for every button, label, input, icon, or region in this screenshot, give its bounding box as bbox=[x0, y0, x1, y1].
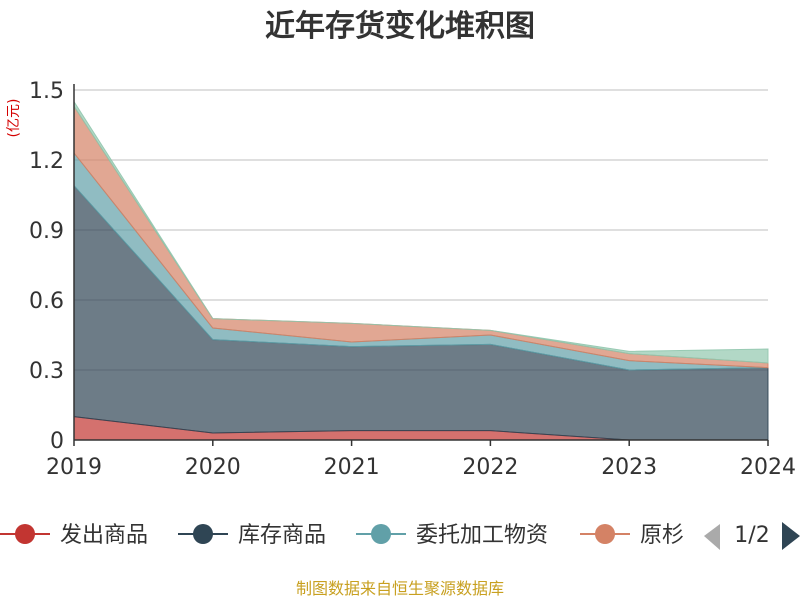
legend-label: 委托加工物资 bbox=[416, 523, 548, 548]
legend-item[interactable]: 发出商品 bbox=[0, 523, 148, 548]
area-5 bbox=[73, 99, 769, 364]
area-2 bbox=[73, 184, 769, 441]
y-tick-label: 1.5 bbox=[29, 79, 64, 104]
x-tick-label: 2022 bbox=[462, 455, 518, 480]
legend: 发出商品 库存商品 委托加工物资 原杉 1/2 bbox=[0, 505, 800, 565]
legend-label: 库存商品 bbox=[238, 523, 326, 548]
axes: 0 0.3 0.6 0.9 1.2 1.5 2019 2020 2021 2022 2023 2024 bbox=[29, 79, 796, 480]
source-note: 制图数据来自恒生聚源数据库 bbox=[296, 579, 504, 598]
x-tick-label: 2024 bbox=[740, 455, 796, 480]
x-tick-label: 2019 bbox=[46, 455, 102, 480]
legend-marker-icon bbox=[193, 524, 213, 544]
x-tick-label: 2020 bbox=[185, 455, 241, 480]
x-tick-label: 2023 bbox=[601, 455, 657, 480]
next-page-icon[interactable] bbox=[782, 522, 800, 550]
legend-item[interactable]: 委托加工物资 bbox=[356, 523, 548, 548]
y-tick-label: 1.2 bbox=[29, 149, 64, 174]
legend-label: 原杉 bbox=[640, 523, 684, 548]
legend-marker-icon bbox=[15, 524, 35, 544]
legend-marker-icon bbox=[371, 524, 391, 544]
legend-label: 发出商品 bbox=[60, 523, 148, 548]
chart-title: 近年存货变化堆积图 bbox=[265, 9, 535, 44]
area-series bbox=[73, 99, 769, 441]
prev-page-icon[interactable] bbox=[704, 524, 720, 550]
y-tick-label: 0.6 bbox=[29, 289, 64, 314]
y-tick-label: 0.9 bbox=[29, 219, 64, 244]
legend-item[interactable]: 库存商品 bbox=[178, 523, 326, 548]
legend-marker-icon bbox=[595, 524, 615, 544]
y-tick-label: 0.3 bbox=[29, 359, 64, 384]
x-tick-label: 2021 bbox=[324, 455, 380, 480]
y-tick-label: 0 bbox=[50, 429, 64, 454]
page-indicator: 1/2 bbox=[734, 523, 769, 548]
unit-label: (亿元) bbox=[6, 99, 22, 138]
legend-item[interactable]: 原杉 bbox=[580, 523, 684, 548]
